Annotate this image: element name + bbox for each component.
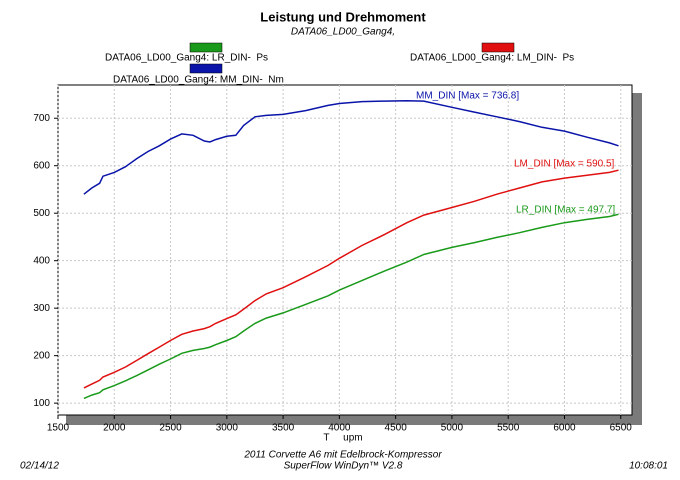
series-line — [83, 169, 619, 389]
series-line — [83, 213, 619, 400]
chart-subtitle: DATA06_LD00_Gang4, — [291, 27, 395, 38]
chart-title: Leistung und Drehmoment — [260, 9, 426, 24]
x-tick-label: 2000 — [103, 423, 126, 434]
legend-swatch — [189, 63, 223, 74]
y-tick-label: 500 — [33, 208, 50, 219]
x-tick-label: 4000 — [328, 423, 351, 434]
series-annotation: LM_DIN [Max = 590.5] — [514, 159, 615, 170]
x-tick-label: 3000 — [216, 423, 239, 434]
x-tick-label: 5000 — [441, 423, 464, 434]
x-axis-label: T upm — [323, 433, 362, 444]
y-tick-label: 100 — [33, 398, 50, 409]
legend-label: DATA06_LD00_Gang4: LR_DIN- Ps — [105, 53, 268, 64]
series-annotation: MM_DIN [Max = 736.8] — [416, 91, 519, 102]
y-tick-label: 400 — [33, 255, 50, 266]
legend-label: DATA06_LD00_Gang4: LM_DIN- Ps — [410, 53, 574, 64]
x-tick-label: 6500 — [610, 423, 633, 434]
plot-area — [57, 84, 633, 416]
y-tick-label: 700 — [33, 113, 50, 124]
x-tick-label: 4500 — [385, 423, 408, 434]
x-tick-label: 2500 — [159, 423, 182, 434]
legend-label: DATA06_LD00_Gang4: MM_DIN- Nm — [113, 75, 284, 86]
y-tick-label: 300 — [33, 303, 50, 314]
x-tick-label: 1500 — [47, 423, 70, 434]
x-tick-label: 5500 — [497, 423, 520, 434]
footer-time: 10:08:01 — [629, 461, 668, 472]
x-tick-label: 3500 — [272, 423, 295, 434]
y-tick-label: 600 — [33, 160, 50, 171]
series-line — [83, 100, 619, 195]
footer-caption: 2011 Corvette A6 mit Edelbrock-Kompresso… — [243, 450, 442, 461]
y-tick-label: 200 — [33, 350, 50, 361]
legend-swatch — [481, 42, 515, 53]
series-annotation: LR_DIN [Max = 497.7] — [516, 205, 615, 216]
x-tick-label: 6000 — [553, 423, 576, 434]
footer-date: 02/14/12 — [20, 461, 59, 472]
footer-software: SuperFlow WinDyn™ V2.8 — [284, 461, 403, 472]
legend-swatch — [189, 42, 223, 53]
